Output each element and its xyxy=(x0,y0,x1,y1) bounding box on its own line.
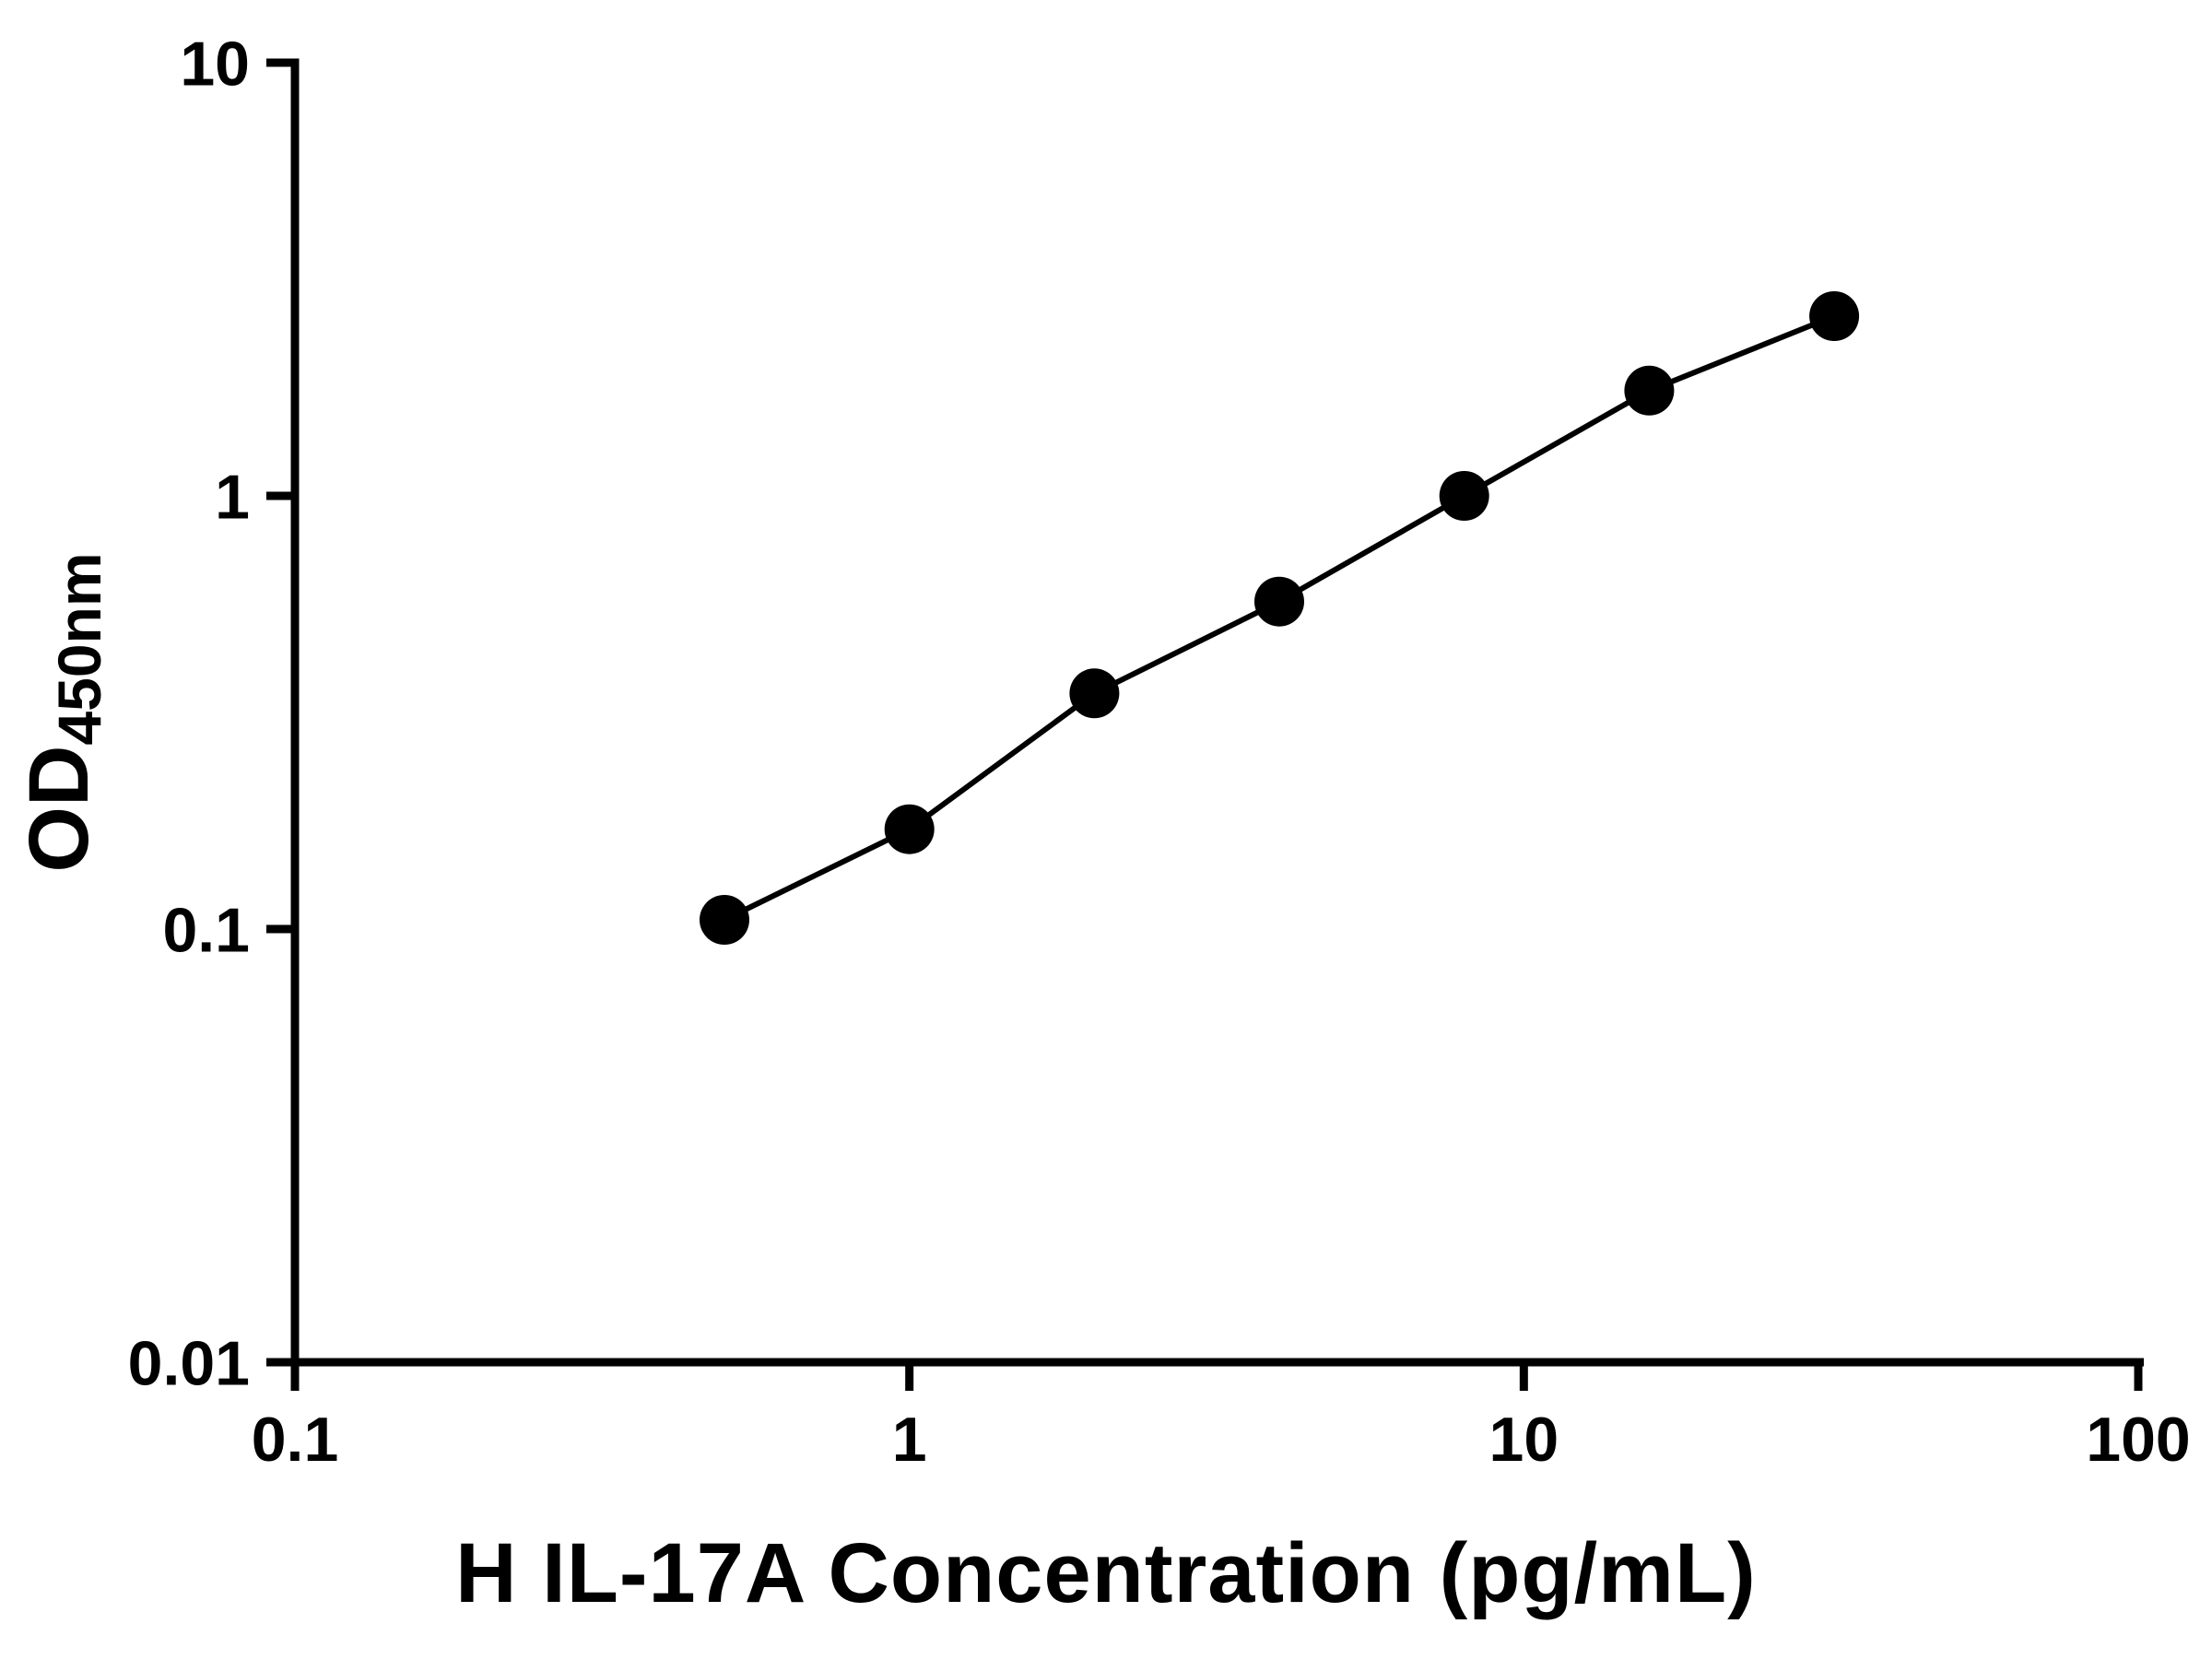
y-tick-label: 0.1 xyxy=(162,895,250,965)
y-axis-label: OD450nm xyxy=(12,552,113,872)
data-point-marker xyxy=(700,895,749,945)
y-tick-label: 0.01 xyxy=(128,1328,250,1398)
data-point-marker xyxy=(1809,291,1860,341)
x-tick-label: 1 xyxy=(892,1405,927,1475)
y-tick-label: 10 xyxy=(180,29,250,99)
y-tick-label: 1 xyxy=(215,462,250,532)
y-axis-label-main: OD xyxy=(12,746,106,873)
x-tick-label: 0.1 xyxy=(252,1405,339,1475)
x-tick-label: 10 xyxy=(1489,1405,1559,1475)
data-point-marker xyxy=(1624,365,1675,416)
data-point-marker xyxy=(1069,668,1120,719)
x-tick-label: 100 xyxy=(2086,1405,2190,1475)
x-axis-label: H IL-17A Concentration (pg/mL) xyxy=(455,1526,1757,1620)
y-axis-label-subscript: 450nm xyxy=(45,552,113,745)
data-point-marker xyxy=(1254,576,1304,627)
data-point-marker xyxy=(884,804,935,854)
data-point-marker xyxy=(1439,471,1489,521)
